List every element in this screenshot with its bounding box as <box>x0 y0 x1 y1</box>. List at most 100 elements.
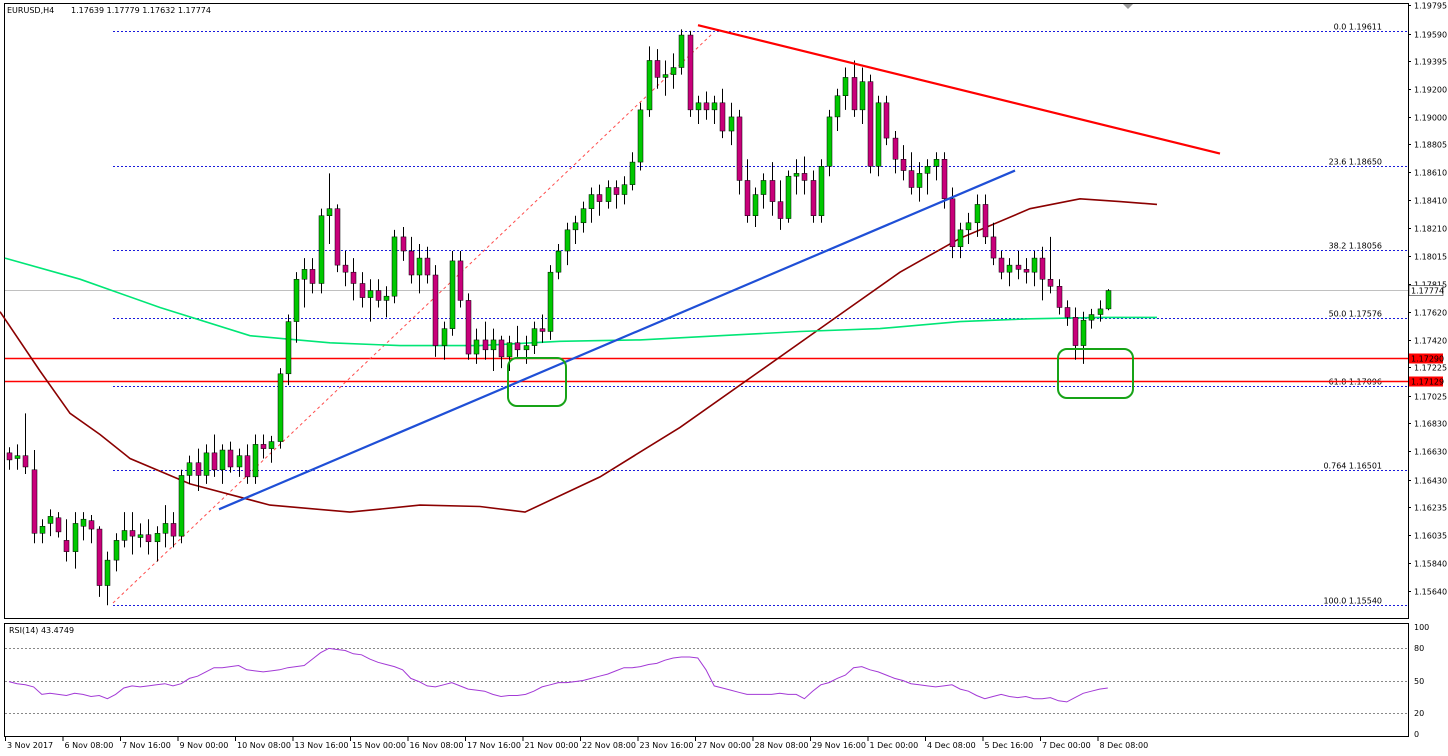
moving-averages <box>0 197 1158 513</box>
time-tick-label: 22 Nov 08:00 <box>582 741 636 750</box>
rsi-indicator: 100 80 50 20 0 <box>5 623 1429 739</box>
candle-body <box>826 116 833 167</box>
candle-body <box>580 208 587 224</box>
candle-body <box>752 194 759 216</box>
scroll-marker-icon[interactable] <box>1123 4 1133 9</box>
candle-body <box>129 530 136 537</box>
candle-body <box>933 159 940 167</box>
time-tick-label: 27 Nov 00:00 <box>697 741 751 750</box>
candle-body <box>1023 269 1030 273</box>
candle-body <box>88 520 95 530</box>
support-price-tag <box>1409 353 1443 364</box>
price-tick-label: 1.16430 <box>1414 477 1447 486</box>
candle-body <box>6 452 13 461</box>
candle-body <box>892 137 899 160</box>
candle-body <box>506 342 513 358</box>
rising-trendline <box>218 169 1016 511</box>
candle-body <box>121 530 128 541</box>
candle-body <box>965 222 972 231</box>
candle-body <box>1080 319 1087 346</box>
candle-body <box>80 518 87 527</box>
candle-body <box>350 271 357 284</box>
time-tick-label: 23 Nov 16:00 <box>640 741 694 750</box>
candle-body <box>400 236 407 252</box>
candle-body <box>203 452 210 476</box>
candle-body <box>318 215 325 284</box>
candle-body <box>113 540 120 561</box>
candle-body <box>227 449 234 468</box>
candle-body <box>1056 286 1063 308</box>
time-tick-label: 6 Nov 08:00 <box>65 741 114 750</box>
rsi-axis-label: 100 <box>1414 623 1429 632</box>
candle-body <box>137 534 144 538</box>
candle-body <box>605 187 612 202</box>
candle-body <box>1088 314 1095 321</box>
candle-body <box>1064 307 1071 318</box>
price-tick-label: 1.15640 <box>1414 588 1447 597</box>
candle-body <box>572 222 579 231</box>
main-panel-frame <box>4 3 1409 619</box>
candle-body <box>555 250 562 273</box>
candle-body <box>342 264 349 273</box>
candle-body <box>375 290 382 301</box>
current-price-tag <box>1408 285 1444 296</box>
time-tick-label: 10 Nov 08:00 <box>237 741 291 750</box>
price-axis: 1.19795 1.19590 1.19395 1.19200 1.19000 1.188… <box>1408 2 1447 597</box>
time-tick-label: 13 Nov 16:00 <box>295 741 349 750</box>
candle-body <box>621 184 628 195</box>
candle-body <box>588 194 595 209</box>
candle-body <box>482 339 489 351</box>
price-tick-label: 1.19395 <box>1414 58 1447 67</box>
candle-body <box>982 204 989 238</box>
price-tick-label: 1.18410 <box>1414 197 1447 206</box>
fib-level-label: 0.0 1.19611 <box>1334 23 1382 32</box>
candle-body <box>244 455 251 478</box>
candle-body <box>1097 308 1104 315</box>
candle-body <box>39 526 46 534</box>
candle-body <box>293 278 300 322</box>
candle-body <box>432 274 439 346</box>
candle-body <box>949 198 956 248</box>
trendlines <box>218 24 1221 511</box>
candle-body <box>998 257 1005 273</box>
fib-level-label: 50.0 1.17576 <box>1329 310 1382 319</box>
price-tick-label: 1.17025 <box>1414 393 1447 402</box>
time-tick-label: 8 Dec 08:00 <box>1100 741 1149 750</box>
candle-body <box>1047 278 1054 287</box>
rsi-axis-label: 80 <box>1414 644 1424 653</box>
candle-body <box>531 328 538 346</box>
price-tick-label: 1.15840 <box>1414 560 1447 569</box>
time-tick-label: 5 Dec 16:00 <box>985 741 1034 750</box>
candle-body <box>55 517 62 533</box>
highlight-box-dec8 <box>1057 348 1134 399</box>
candle-body <box>96 528 103 586</box>
time-tick-label: 28 Nov 08:00 <box>755 741 809 750</box>
ma100-line <box>0 197 1158 513</box>
candle-body <box>449 260 456 329</box>
candle-body <box>277 373 284 442</box>
rsi-label: RSI(14) 43.4749 <box>9 626 74 635</box>
candle-body <box>916 173 923 188</box>
candle-body <box>14 455 21 459</box>
price-tick-label: 1.19795 <box>1414 2 1447 11</box>
candle-body <box>326 208 333 216</box>
candle-body <box>441 328 448 346</box>
candle-body <box>473 339 480 355</box>
rsi-line <box>8 647 1108 703</box>
candle-body <box>301 269 308 280</box>
fib-level-label: 0.764 1.16501 <box>1323 462 1382 471</box>
candle-body <box>1015 264 1022 270</box>
time-tick-label: 7 Dec 00:00 <box>1042 741 1091 750</box>
fib-level-label: 23.6 1.18650 <box>1329 158 1382 167</box>
candle-body <box>359 283 366 298</box>
candle-body <box>875 102 882 167</box>
candle-body <box>186 462 193 476</box>
time-tick-label: 7 Nov 16:00 <box>122 741 171 750</box>
candle-body <box>801 173 808 181</box>
time-tick-label: 4 Dec 08:00 <box>927 741 976 750</box>
candle-body <box>924 166 931 174</box>
candle-body <box>695 102 702 111</box>
candle-body <box>564 229 571 252</box>
candle-body <box>195 462 202 476</box>
candle-body <box>162 523 169 534</box>
